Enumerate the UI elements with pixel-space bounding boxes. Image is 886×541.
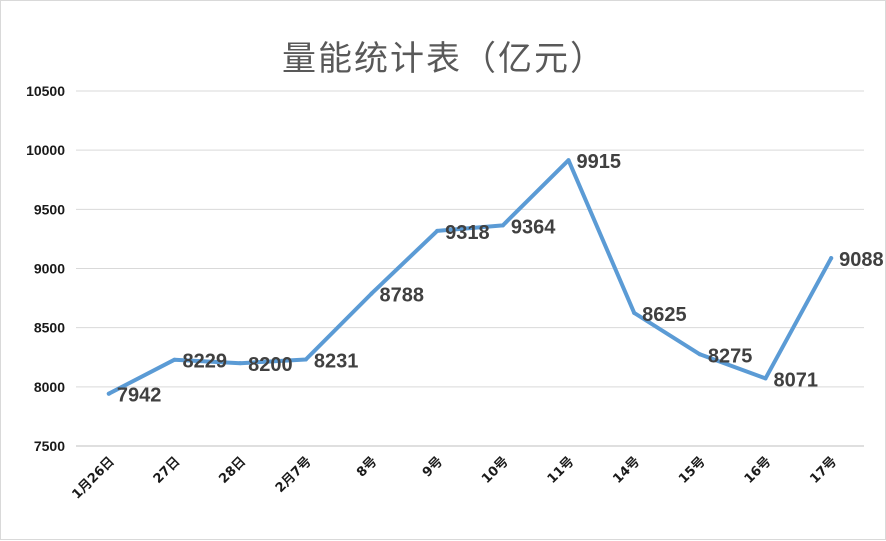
x-tick-label: 16号 [742,454,775,487]
data-label: 8275 [708,345,753,367]
data-point [172,357,177,362]
data-label: 7942 [117,385,162,407]
y-tick-label: 7500 [34,438,65,454]
data-point [566,158,571,163]
y-axis-ticks: 7500 8000 8500 9000 9500 10000 10500 [26,83,65,454]
data-label: 8071 [774,369,819,391]
gridlines [76,90,864,447]
data-label: 8788 [380,285,425,307]
data-label: 9915 [577,151,622,173]
y-tick-label: 10500 [26,83,65,99]
data-point [829,256,834,261]
data-point [632,310,637,315]
x-tick-label: 28日 [216,454,249,487]
series-line-group [106,158,834,396]
data-label: 9088 [839,249,884,271]
data-point [763,376,768,381]
x-tick-label: 14号 [610,454,643,487]
data-labels: 7942 8229 8200 8231 8788 9318 9364 9915 8625 8275… [117,151,884,406]
data-label: 8625 [642,304,687,326]
data-point [369,291,374,296]
y-tick-label: 8000 [34,379,65,395]
y-tick-label: 9500 [34,201,65,217]
x-tick-label: 9号 [420,454,446,480]
y-tick-label: 8500 [34,320,65,336]
y-tick-label: 10000 [26,142,65,158]
data-point [435,228,440,233]
y-tick-label: 9000 [34,261,65,277]
data-label: 9364 [511,216,556,238]
x-tick-label: 10号 [479,454,512,487]
x-tick-label: 2月7号 [273,454,315,496]
series-line [106,158,834,396]
data-point [238,361,243,366]
x-tick-label: 27日 [151,454,184,487]
data-label: 8229 [183,351,228,373]
data-label: 8231 [314,350,359,372]
data-point [697,352,702,357]
data-point [500,223,505,228]
data-label: 9318 [445,222,490,244]
x-axis-ticks: 1月26日 27日 28日 2月7号 8号 9号 10号 11号 14号 15号 16号 17号 [69,454,840,502]
x-tick-label: 11号 [545,454,578,487]
x-tick-label: 17号 [807,454,840,487]
x-tick-label: 8号 [354,454,380,480]
x-tick-label: 15号 [676,454,709,487]
data-point [303,357,308,362]
data-label: 8200 [248,354,293,376]
data-point [106,391,111,396]
chart-title: 量能统计表（亿元） [282,39,606,79]
x-tick-label: 1月26日 [69,454,117,502]
